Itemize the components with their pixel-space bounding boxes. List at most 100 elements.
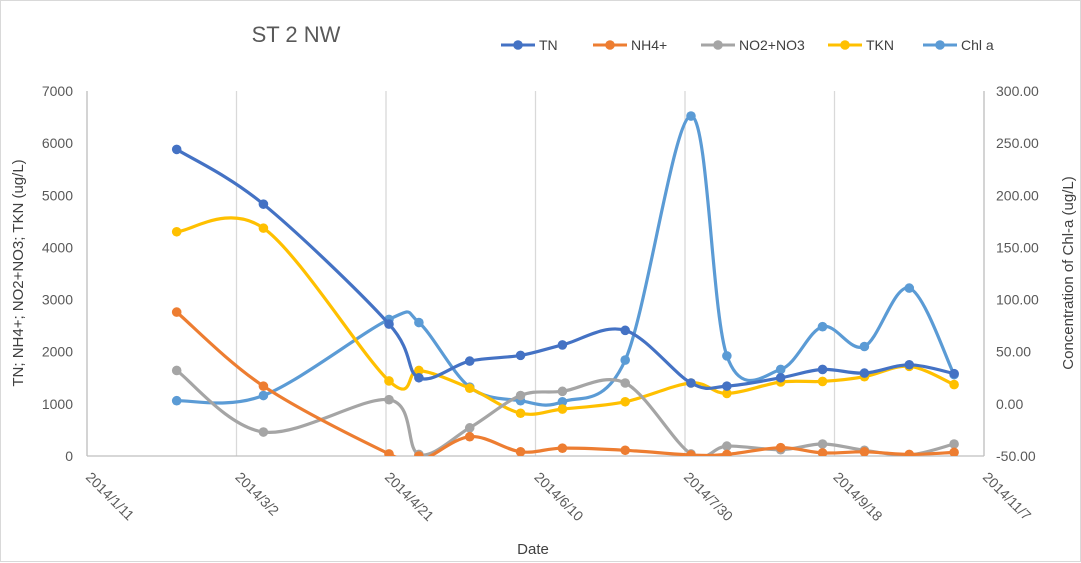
- data-point: [515, 350, 526, 361]
- data-point: [414, 365, 424, 376]
- data-point: [817, 364, 828, 375]
- left-y-tick-label: 1000: [42, 396, 73, 412]
- right-y-axis-title: Concentration of Chl-a (ug/L): [1060, 176, 1077, 369]
- legend-label: Chl a: [961, 37, 994, 53]
- left-y-tick-label: 0: [65, 448, 73, 464]
- right-y-tick-label: 0.00: [996, 396, 1023, 412]
- data-point: [722, 381, 732, 391]
- legend-label: TKN: [866, 37, 894, 53]
- left-y-tick-label: 4000: [42, 239, 73, 255]
- data-point: [258, 223, 269, 233]
- x-tick-label: 2014/7/30: [681, 469, 737, 525]
- data-point: [515, 390, 526, 401]
- data-point: [904, 283, 915, 293]
- x-axis-title: Date: [517, 541, 549, 558]
- series-line: [175, 216, 956, 416]
- data-point: [258, 427, 269, 437]
- data-point: [686, 111, 696, 121]
- legend-item: TN: [501, 37, 558, 53]
- left-y-tick-labels: 0 1000 2000 3000 4000 5000 6000 7000: [42, 83, 73, 464]
- x-tick-label: 2014/6/10: [531, 469, 587, 525]
- series-line: [175, 368, 956, 456]
- data-point: [414, 451, 424, 456]
- right-y-tick-label: -50.00: [996, 448, 1036, 464]
- data-point: [817, 376, 828, 387]
- series-line: [175, 114, 956, 407]
- data-point: [722, 351, 732, 361]
- data-point: [620, 325, 630, 336]
- data-point: [817, 321, 828, 332]
- data-point: [686, 378, 696, 388]
- data-point: [464, 383, 475, 394]
- data-point: [722, 441, 732, 451]
- legend-item: NO2+NO3: [701, 37, 805, 53]
- series-line: [175, 310, 956, 456]
- right-y-tick-label: 250.00: [996, 135, 1039, 151]
- data-point: [859, 368, 870, 378]
- left-y-tick-label: 2000: [42, 344, 73, 360]
- data-point: [258, 199, 269, 209]
- legend: TN NH4+ NO2+NO3 TKN Chl a: [501, 37, 994, 53]
- legend-item: NH4+: [593, 37, 667, 53]
- data-point: [384, 376, 394, 386]
- chart-title: ST 2 NW: [252, 22, 341, 47]
- data-point: [384, 449, 394, 456]
- data-point: [775, 372, 786, 383]
- x-tick-label: 2014/9/18: [830, 469, 886, 525]
- left-y-tick-label: 7000: [42, 83, 73, 99]
- data-point: [464, 431, 475, 442]
- axes: [86, 91, 985, 457]
- x-tick-label: 2014/3/2: [232, 469, 282, 519]
- series-lines: [171, 111, 959, 456]
- data-point: [414, 317, 424, 328]
- data-point: [171, 226, 182, 237]
- legend-swatch-dot: [713, 40, 723, 50]
- data-point: [557, 386, 568, 397]
- data-point: [384, 394, 394, 405]
- right-y-tick-label: 100.00: [996, 292, 1039, 308]
- right-y-tick-labels: -50.00 0.00 50.00 100.00 150.00 200.00 250.00 3…: [996, 83, 1039, 464]
- data-point: [171, 365, 182, 376]
- data-point: [775, 364, 786, 375]
- legend-swatch-dot: [840, 40, 850, 50]
- data-point: [904, 359, 915, 370]
- data-point: [557, 396, 568, 407]
- data-point: [686, 450, 696, 456]
- legend-label: NO2+NO3: [739, 37, 805, 53]
- legend-item: TKN: [828, 37, 894, 53]
- series-chl-a: [171, 111, 959, 407]
- series-tn: [171, 144, 959, 391]
- data-point: [171, 395, 182, 406]
- data-point: [414, 372, 424, 383]
- data-point: [949, 368, 959, 379]
- x-tick-labels: 2014/1/11 2014/3/2 2014/4/21 2014/6/10 2014/…: [83, 469, 1035, 525]
- data-point: [171, 307, 182, 317]
- gridlines: [86, 91, 985, 456]
- right-y-tick-label: 50.00: [996, 344, 1031, 360]
- data-point: [557, 404, 568, 414]
- series-line: [175, 147, 956, 390]
- left-y-tick-label: 5000: [42, 187, 73, 203]
- data-point: [904, 449, 915, 456]
- right-y-tick-label: 200.00: [996, 187, 1039, 203]
- x-tick-label: 2014/1/11: [83, 469, 138, 524]
- x-tick-label: 2014/4/21: [382, 469, 438, 525]
- series-tkn: [171, 216, 959, 419]
- data-point: [949, 447, 959, 456]
- legend-swatch-dot: [513, 40, 523, 50]
- left-y-tick-label: 6000: [42, 135, 73, 151]
- right-y-tick-label: 150.00: [996, 239, 1039, 255]
- data-point: [817, 439, 828, 449]
- data-point: [258, 390, 269, 401]
- right-y-tick-label: 300.00: [996, 83, 1039, 99]
- data-point: [464, 423, 475, 433]
- data-point: [620, 378, 630, 388]
- data-point: [557, 340, 568, 350]
- data-point: [775, 442, 786, 453]
- x-tick-label: 2014/11/7: [980, 469, 1035, 524]
- legend-swatch-dot: [605, 40, 615, 50]
- data-point: [515, 408, 526, 419]
- data-point: [949, 439, 959, 449]
